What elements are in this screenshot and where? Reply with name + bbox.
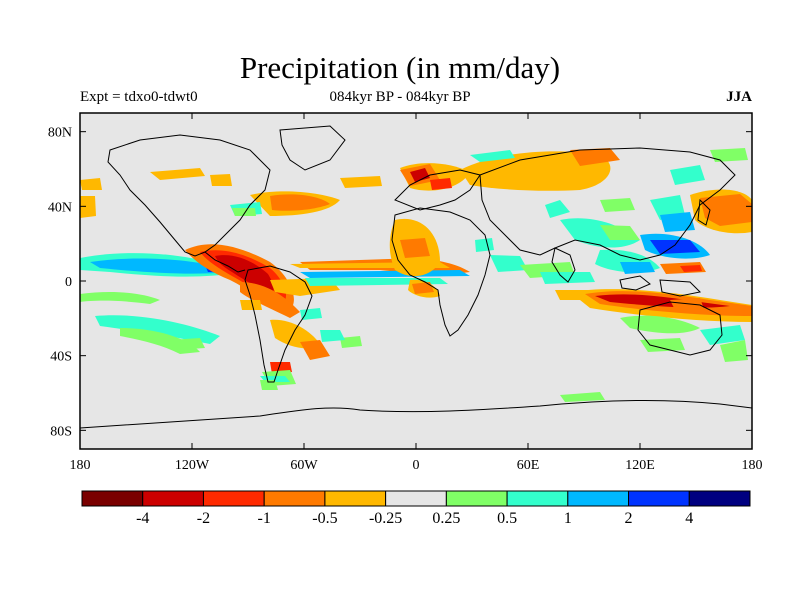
colorbar: -4 -2 -1 -0.5 -0.25 0.25 0.5 1 2 4 — [81, 490, 751, 527]
lat-tick-label: 80N — [48, 126, 72, 141]
lat-tick-label: 80S — [50, 424, 72, 439]
precip-anomaly-field — [80, 148, 752, 402]
colorbar-swatch — [202, 490, 265, 507]
coastlines — [80, 125, 752, 429]
plot-title: Precipitation (in mm/day) — [239, 50, 561, 85]
lon-tick-label: 60W — [290, 458, 318, 473]
lon-tick-label: 60E — [517, 458, 540, 473]
colorbar-label: -0.5 — [312, 510, 337, 527]
colorbar-swatch — [142, 490, 204, 507]
period-label: 084kyr BP - 084kyr BP — [329, 89, 471, 105]
colorbar-swatch — [263, 490, 326, 507]
colorbar-label: 0.5 — [497, 510, 517, 527]
lat-tick-label: 0 — [65, 275, 72, 290]
colorbar-swatch — [445, 490, 508, 507]
lon-tick-label: 0 — [413, 458, 420, 473]
experiment-label: Expt = tdxo0-tdwt0 — [80, 89, 198, 105]
colorbar-label: 0.25 — [432, 510, 460, 527]
lon-tick-label: 180 — [742, 458, 763, 473]
colorbar-label: 2 — [625, 510, 633, 527]
lon-tick-label: 180 — [70, 458, 91, 473]
lat-tick-label: 40N — [48, 200, 72, 215]
colorbar-label: 4 — [685, 510, 693, 527]
colorbar-label: -2 — [197, 510, 210, 527]
colorbar-swatch — [506, 490, 569, 507]
colorbar-swatch — [688, 490, 751, 507]
colorbar-label: -0.25 — [369, 510, 402, 527]
colorbar-swatch — [81, 490, 144, 507]
season-label: JJA — [726, 89, 752, 105]
lon-tick-label: 120E — [625, 458, 655, 473]
colorbar-label: -4 — [136, 510, 149, 527]
colorbar-swatch — [385, 490, 447, 507]
colorbar-swatch — [628, 490, 690, 507]
lon-tick-label: 120W — [175, 458, 210, 473]
longitude-axis: 180 120W 60W 0 60E 120E 180 — [70, 113, 763, 473]
colorbar-swatch — [567, 490, 630, 507]
colorbar-label: -1 — [258, 510, 271, 527]
latitude-axis: 80N 40N 0 40S 80S — [48, 126, 752, 439]
colorbar-swatch — [324, 490, 387, 507]
lat-tick-label: 40S — [50, 350, 72, 365]
colorbar-label: 1 — [564, 510, 572, 527]
